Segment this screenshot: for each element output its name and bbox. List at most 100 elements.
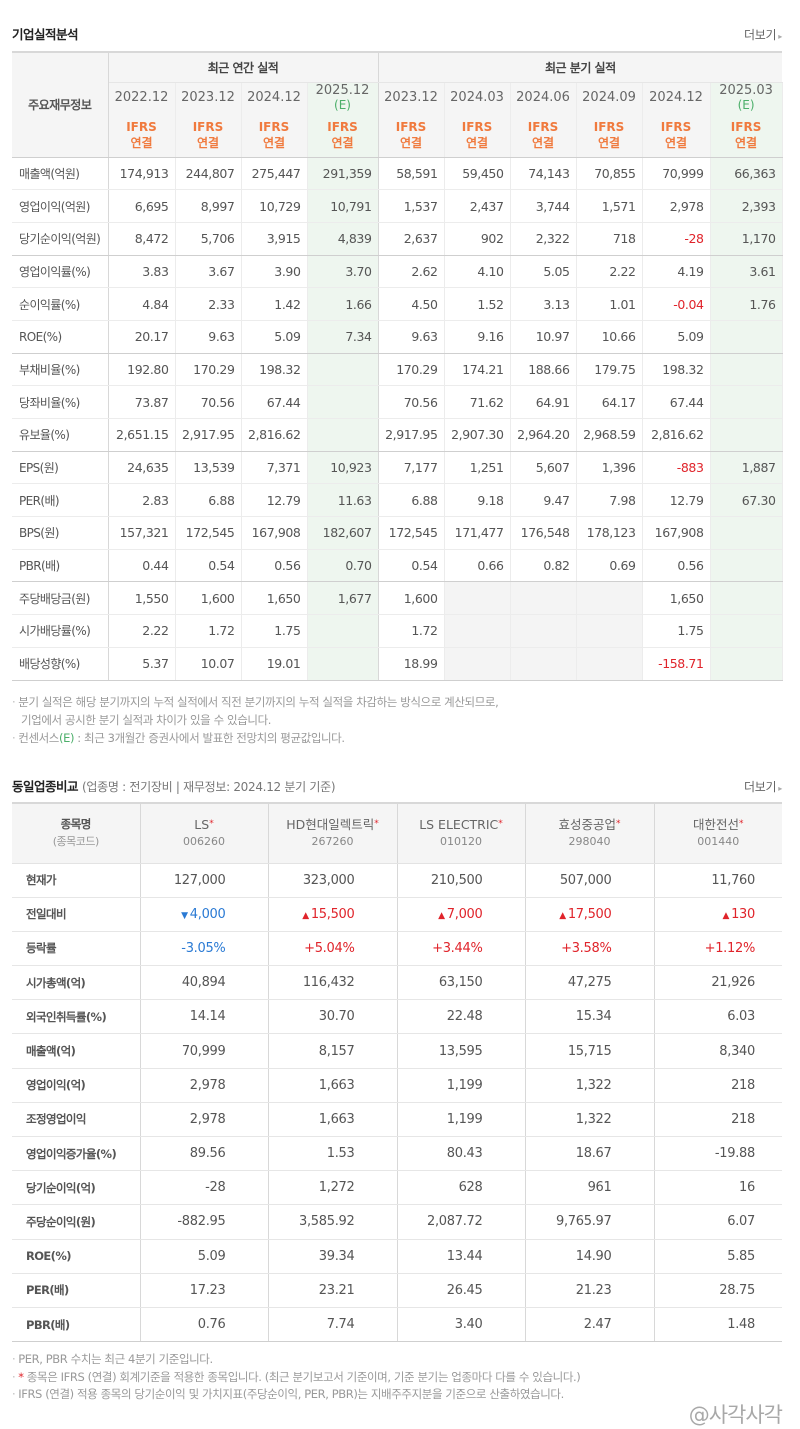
- table-row: ROE(%) 5.09 39.34 13.44 14.90 5.85: [12, 1239, 782, 1274]
- ifrs-label: IFRS: [660, 119, 692, 134]
- quarter-value: 1,170: [710, 222, 783, 256]
- quarter-value: 170.29: [378, 353, 445, 387]
- company-name[interactable]: HD현대일렉트릭: [286, 817, 375, 833]
- quarter-value: 3,744: [510, 189, 577, 223]
- ifrs-badge: IFRS 연결: [307, 113, 379, 158]
- note-item: · IFRS (연결) 적용 종목의 당기순이익 및 가치지표(주당순이익, PE…: [12, 1386, 580, 1404]
- value-text: 70,999: [181, 1043, 226, 1059]
- annual-value: 3.70: [307, 255, 379, 289]
- consolidated-label: 연결: [196, 135, 220, 150]
- peer-value: 218: [654, 1102, 782, 1138]
- peer-value: 1,199: [397, 1102, 526, 1138]
- ifrs-label: IFRS: [461, 119, 493, 134]
- company-name[interactable]: LS: [194, 817, 210, 833]
- annual-value: 198.32: [241, 353, 308, 387]
- company-name[interactable]: LS ELECTRIC: [419, 817, 499, 833]
- table-row: PER(배) 17.23 23.21 26.45 21.23 28.75: [12, 1273, 782, 1308]
- peer-value: 13,595: [397, 1033, 526, 1069]
- value-text: 15,500: [310, 906, 355, 922]
- more-link-peer[interactable]: 더보기 ▸: [744, 778, 782, 795]
- section-subtitle-peer: (업종명 : 전기장비 | 재무정보: 2024.12 분기 기준): [82, 780, 336, 794]
- row-label: PBR(배): [12, 1307, 141, 1343]
- peer-value: 7.74: [268, 1307, 398, 1343]
- more-label: 더보기: [744, 780, 777, 794]
- company-header[interactable]: LS ELECTRIC* 010120: [397, 803, 526, 864]
- table-row: 당기순이익(억원) 8,472 5,706 3,915 4,839 2,637 902 2,3…: [12, 222, 783, 256]
- peer-value: 1,322: [525, 1102, 655, 1138]
- company-header[interactable]: HD현대일렉트릭* 267260: [268, 803, 398, 864]
- peer-value: 16: [654, 1170, 782, 1206]
- peer-value: -19.88: [654, 1136, 782, 1172]
- peer-value: 14.14: [140, 999, 269, 1035]
- peer-value: 507,000: [525, 863, 655, 898]
- note-estimate-mark: (E): [59, 731, 75, 745]
- value-text: 18.67: [575, 1146, 612, 1162]
- value-text: 6.07: [727, 1214, 755, 1230]
- peer-value: ▲ 15,500: [268, 897, 398, 932]
- triangle-down-icon: ▼: [181, 910, 188, 921]
- row-label: 당기순이익(억): [12, 1170, 141, 1206]
- value-text: +5.04%: [304, 940, 355, 956]
- table-row: 영업이익(억) 2,978 1,663 1,199 1,322 218: [12, 1068, 782, 1103]
- company-name[interactable]: 효성중공업: [558, 817, 616, 833]
- bullet-icon: ·: [12, 1352, 16, 1366]
- quarter-value: 9.63: [378, 320, 445, 354]
- quarter-value: 1.52: [444, 287, 511, 321]
- value-text: 6.03: [727, 1009, 755, 1025]
- quarter-value: 198.32: [642, 353, 711, 387]
- peer-value: ▲ 7,000: [397, 897, 526, 932]
- consolidated-label: 연결: [665, 135, 688, 150]
- quarter-value: 64.17: [576, 385, 643, 419]
- peer-value: 210,500: [397, 863, 526, 898]
- star-icon: *: [18, 1369, 24, 1384]
- company-header[interactable]: LS* 006260: [140, 803, 269, 864]
- more-link-financial[interactable]: 더보기 ▸: [744, 26, 782, 43]
- annual-value: 1.72: [175, 614, 242, 648]
- bullet-icon: ·: [12, 1369, 16, 1384]
- annual-value: 3.83: [108, 255, 176, 289]
- value-text: 63,150: [438, 975, 483, 991]
- annual-value: 172,545: [175, 516, 242, 550]
- row-label: 전일대비: [12, 897, 141, 932]
- annual-value: 10,729: [241, 189, 308, 223]
- quarter-value: 3.61: [710, 255, 783, 289]
- peer-value: 21.23: [525, 1273, 655, 1308]
- annual-value: 4,839: [307, 222, 379, 256]
- financial-table: 주요재무정보 최근 연간 실적 최근 분기 실적 2022.12 2023.12 2…: [12, 51, 783, 681]
- row-label: ROE(%): [12, 320, 109, 354]
- ifrs-label: IFRS: [258, 119, 290, 134]
- annual-value: 192.80: [108, 353, 176, 387]
- row-label: PER(배): [12, 483, 109, 518]
- estimate-mark: (E): [334, 97, 351, 112]
- company-header[interactable]: 효성중공업* 298040: [525, 803, 655, 864]
- quarter-value: 0.56: [642, 549, 711, 583]
- annual-value: 1.42: [241, 287, 308, 321]
- table-row: 현재가 127,000 323,000 210,500 507,000 11,760: [12, 863, 782, 898]
- annual-value: 174,913: [108, 157, 176, 191]
- company-name[interactable]: 대한전선: [692, 817, 739, 833]
- annual-value: 170.29: [175, 353, 242, 387]
- quarter-value: 70.56: [378, 385, 445, 419]
- row-label: 등락률: [12, 931, 141, 967]
- peer-value: +1.12%: [654, 931, 782, 967]
- value-text: 21,926: [711, 975, 755, 991]
- ifrs-badge: IFRS 연결: [241, 113, 308, 158]
- company-header[interactable]: 대한전선* 001440: [654, 803, 782, 864]
- table-row: 외국인취득률(%) 14.14 30.70 22.48 15.34 6.03: [12, 999, 782, 1035]
- company-code: 267260: [311, 835, 354, 849]
- watermark: @사각사각: [688, 1403, 783, 1427]
- quarter-value: -158.71: [642, 647, 711, 681]
- quarter-value: 74,143: [510, 157, 577, 191]
- consolidated-label: 연결: [331, 135, 354, 150]
- annual-value: 4.84: [108, 287, 176, 321]
- table-row: 영업이익증가율(%) 89.56 1.53 80.43 18.67 -19.88: [12, 1136, 782, 1172]
- period-label: 2024.03: [450, 89, 504, 105]
- table-row: 조정영업이익 2,978 1,663 1,199 1,322 218: [12, 1102, 782, 1138]
- row-label: 주당배당금(원): [12, 581, 109, 616]
- quarter-value: 7.98: [576, 483, 643, 518]
- period-label: 2025.03: [719, 82, 773, 98]
- ifrs-badge: IFRS 연결: [444, 113, 511, 158]
- section-peer-header: 동일업종비교 (업종명 : 전기장비 | 재무정보: 2024.12 분기 기준)…: [12, 776, 782, 795]
- peer-value: -882.95: [140, 1204, 269, 1240]
- company-code: 001440: [697, 835, 740, 849]
